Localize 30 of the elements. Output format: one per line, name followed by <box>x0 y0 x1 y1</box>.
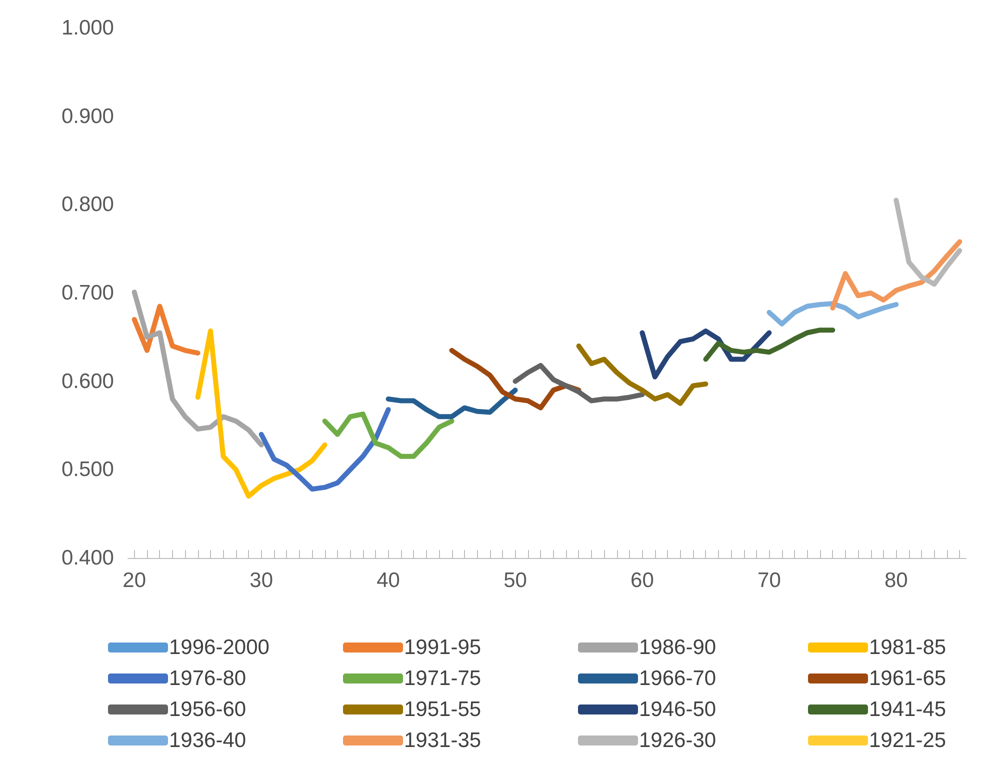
legend-label: 1921-25 <box>869 729 946 752</box>
y-tick-label: 0.400 <box>61 546 114 570</box>
legend-label: 1951-55 <box>404 698 482 721</box>
y-tick-label: 0.700 <box>61 282 114 304</box>
legend-label: 1956-60 <box>169 698 246 721</box>
x-tick-label: 20 <box>122 569 146 592</box>
y-tick-label: 0.500 <box>61 458 114 482</box>
legend-label: 1961-65 <box>869 667 946 690</box>
x-tick-label: 80 <box>884 569 908 592</box>
x-tick-label: 50 <box>504 569 527 592</box>
legend-label: 1981-85 <box>869 636 946 659</box>
x-tick-label: 70 <box>758 569 781 592</box>
legend-label: 1946-50 <box>639 698 716 721</box>
legend-label: 1971-75 <box>404 667 482 690</box>
y-tick-label: 0.600 <box>61 370 114 393</box>
y-tick-label: 0.900 <box>61 104 114 128</box>
legend-label: 1936-40 <box>169 729 246 752</box>
legend-label: 1926-30 <box>639 729 716 752</box>
legend-label: 1966-70 <box>639 667 716 690</box>
x-tick-label: 60 <box>630 569 654 592</box>
legend-label: 1931-35 <box>404 729 482 752</box>
x-tick-label: 40 <box>376 569 400 592</box>
legend-label: 1991-95 <box>404 636 482 659</box>
legend-label: 1986-90 <box>639 636 716 659</box>
x-tick-label: 30 <box>250 569 273 592</box>
legend-label: 1996-2000 <box>169 636 270 659</box>
legend-label: 1941-45 <box>869 698 946 721</box>
y-tick-label: 1.000 <box>61 16 114 40</box>
y-tick-label: 0.800 <box>61 193 114 216</box>
legend-label: 1976-80 <box>169 667 246 690</box>
